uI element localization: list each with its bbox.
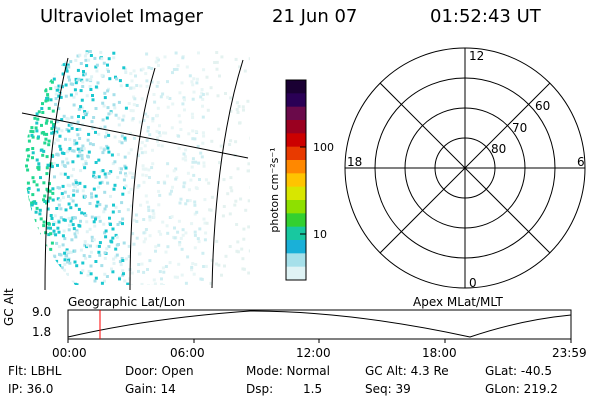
colorbar-segment — [286, 186, 306, 201]
polar-label-18: 18 — [347, 155, 362, 169]
glon-info: GLon: 219.2 — [485, 382, 558, 396]
seq-info: Seq: 39 — [365, 382, 411, 396]
dsp-label: Dsp: — [246, 382, 274, 396]
lon-line-3 — [211, 59, 244, 289]
polar-label-60: 60 — [535, 99, 550, 113]
lon-line-1 — [44, 57, 69, 291]
lon-line-2 — [129, 67, 156, 291]
polar-label-0: 0 — [469, 276, 477, 290]
gain-info: Gain: 14 — [125, 382, 176, 396]
polar-label-70: 70 — [512, 121, 527, 135]
colorbar-segment — [286, 200, 306, 214]
polar-diagonal-2 — [379, 82, 551, 254]
altitude-curve — [67, 310, 572, 338]
polar-label-12: 12 — [469, 49, 484, 63]
date-label: 21 Jun 07 — [272, 6, 358, 27]
colorbar-segment — [286, 253, 306, 268]
colorbar-unit-label: photon cm⁻²s⁻¹ — [268, 147, 281, 232]
glat-info: GLat: -40.5 — [485, 364, 552, 378]
colorbar-segment — [286, 106, 306, 121]
colorbar-segment — [286, 93, 306, 108]
lat-line — [21, 112, 249, 159]
timeline-left-caption: Geographic Lat/Lon — [68, 295, 186, 309]
flt-info: Flt: LBHL — [8, 364, 62, 378]
colorbar-segment — [286, 226, 306, 241]
colorbar-segment — [286, 266, 306, 281]
timeline-x-tick-0000: 00:00 — [52, 346, 87, 360]
colorbar-segment — [286, 133, 306, 148]
polar-label-6: 6 — [577, 155, 585, 169]
colorbar-segment — [286, 173, 306, 188]
colorbar-segment — [286, 240, 306, 254]
timeline-y-tick-min: 1.8 — [32, 325, 52, 339]
colorbar: 100 10 photon cm⁻²s⁻¹ — [268, 79, 334, 281]
colorbar-segment — [286, 80, 306, 94]
ip-info: IP: 36.0 — [8, 382, 54, 396]
colorbar-segment — [286, 213, 306, 228]
timeline-right-caption: Apex MLat/MLT — [413, 295, 503, 309]
uv-image — [21, 50, 250, 291]
gc-alt-info: GC Alt: 4.3 Re — [365, 364, 449, 378]
timeline-y-tick-max: 9.0 — [32, 305, 52, 319]
colorbar-segment — [286, 146, 306, 161]
door-info: Door: Open — [125, 364, 194, 378]
time-label: 01:52:43 UT — [430, 6, 541, 27]
colorbar-segment — [286, 120, 306, 134]
timeline-x-tick-2359: 23:59 — [552, 346, 587, 360]
instrument-title: Ultraviolet Imager — [40, 6, 203, 27]
colorbar-tick-10: 10 — [313, 228, 327, 241]
timeline-x-tick-1800: 18:00 — [422, 346, 457, 360]
colorbar-tick-100: 100 — [313, 141, 334, 154]
timeline-y-axis-label: GC Alt — [2, 288, 16, 326]
timeline-x-tick-1200: 12:00 — [296, 346, 331, 360]
polar-grid — [344, 47, 586, 289]
mode-info: Mode: Normal — [246, 364, 330, 378]
orbit-timeline — [67, 309, 572, 343]
dsp-value: 1.5 — [303, 382, 323, 396]
colorbar-segment — [286, 160, 306, 174]
polar-label-80: 80 — [491, 142, 506, 156]
timeline-x-tick-0600: 06:00 — [170, 346, 205, 360]
